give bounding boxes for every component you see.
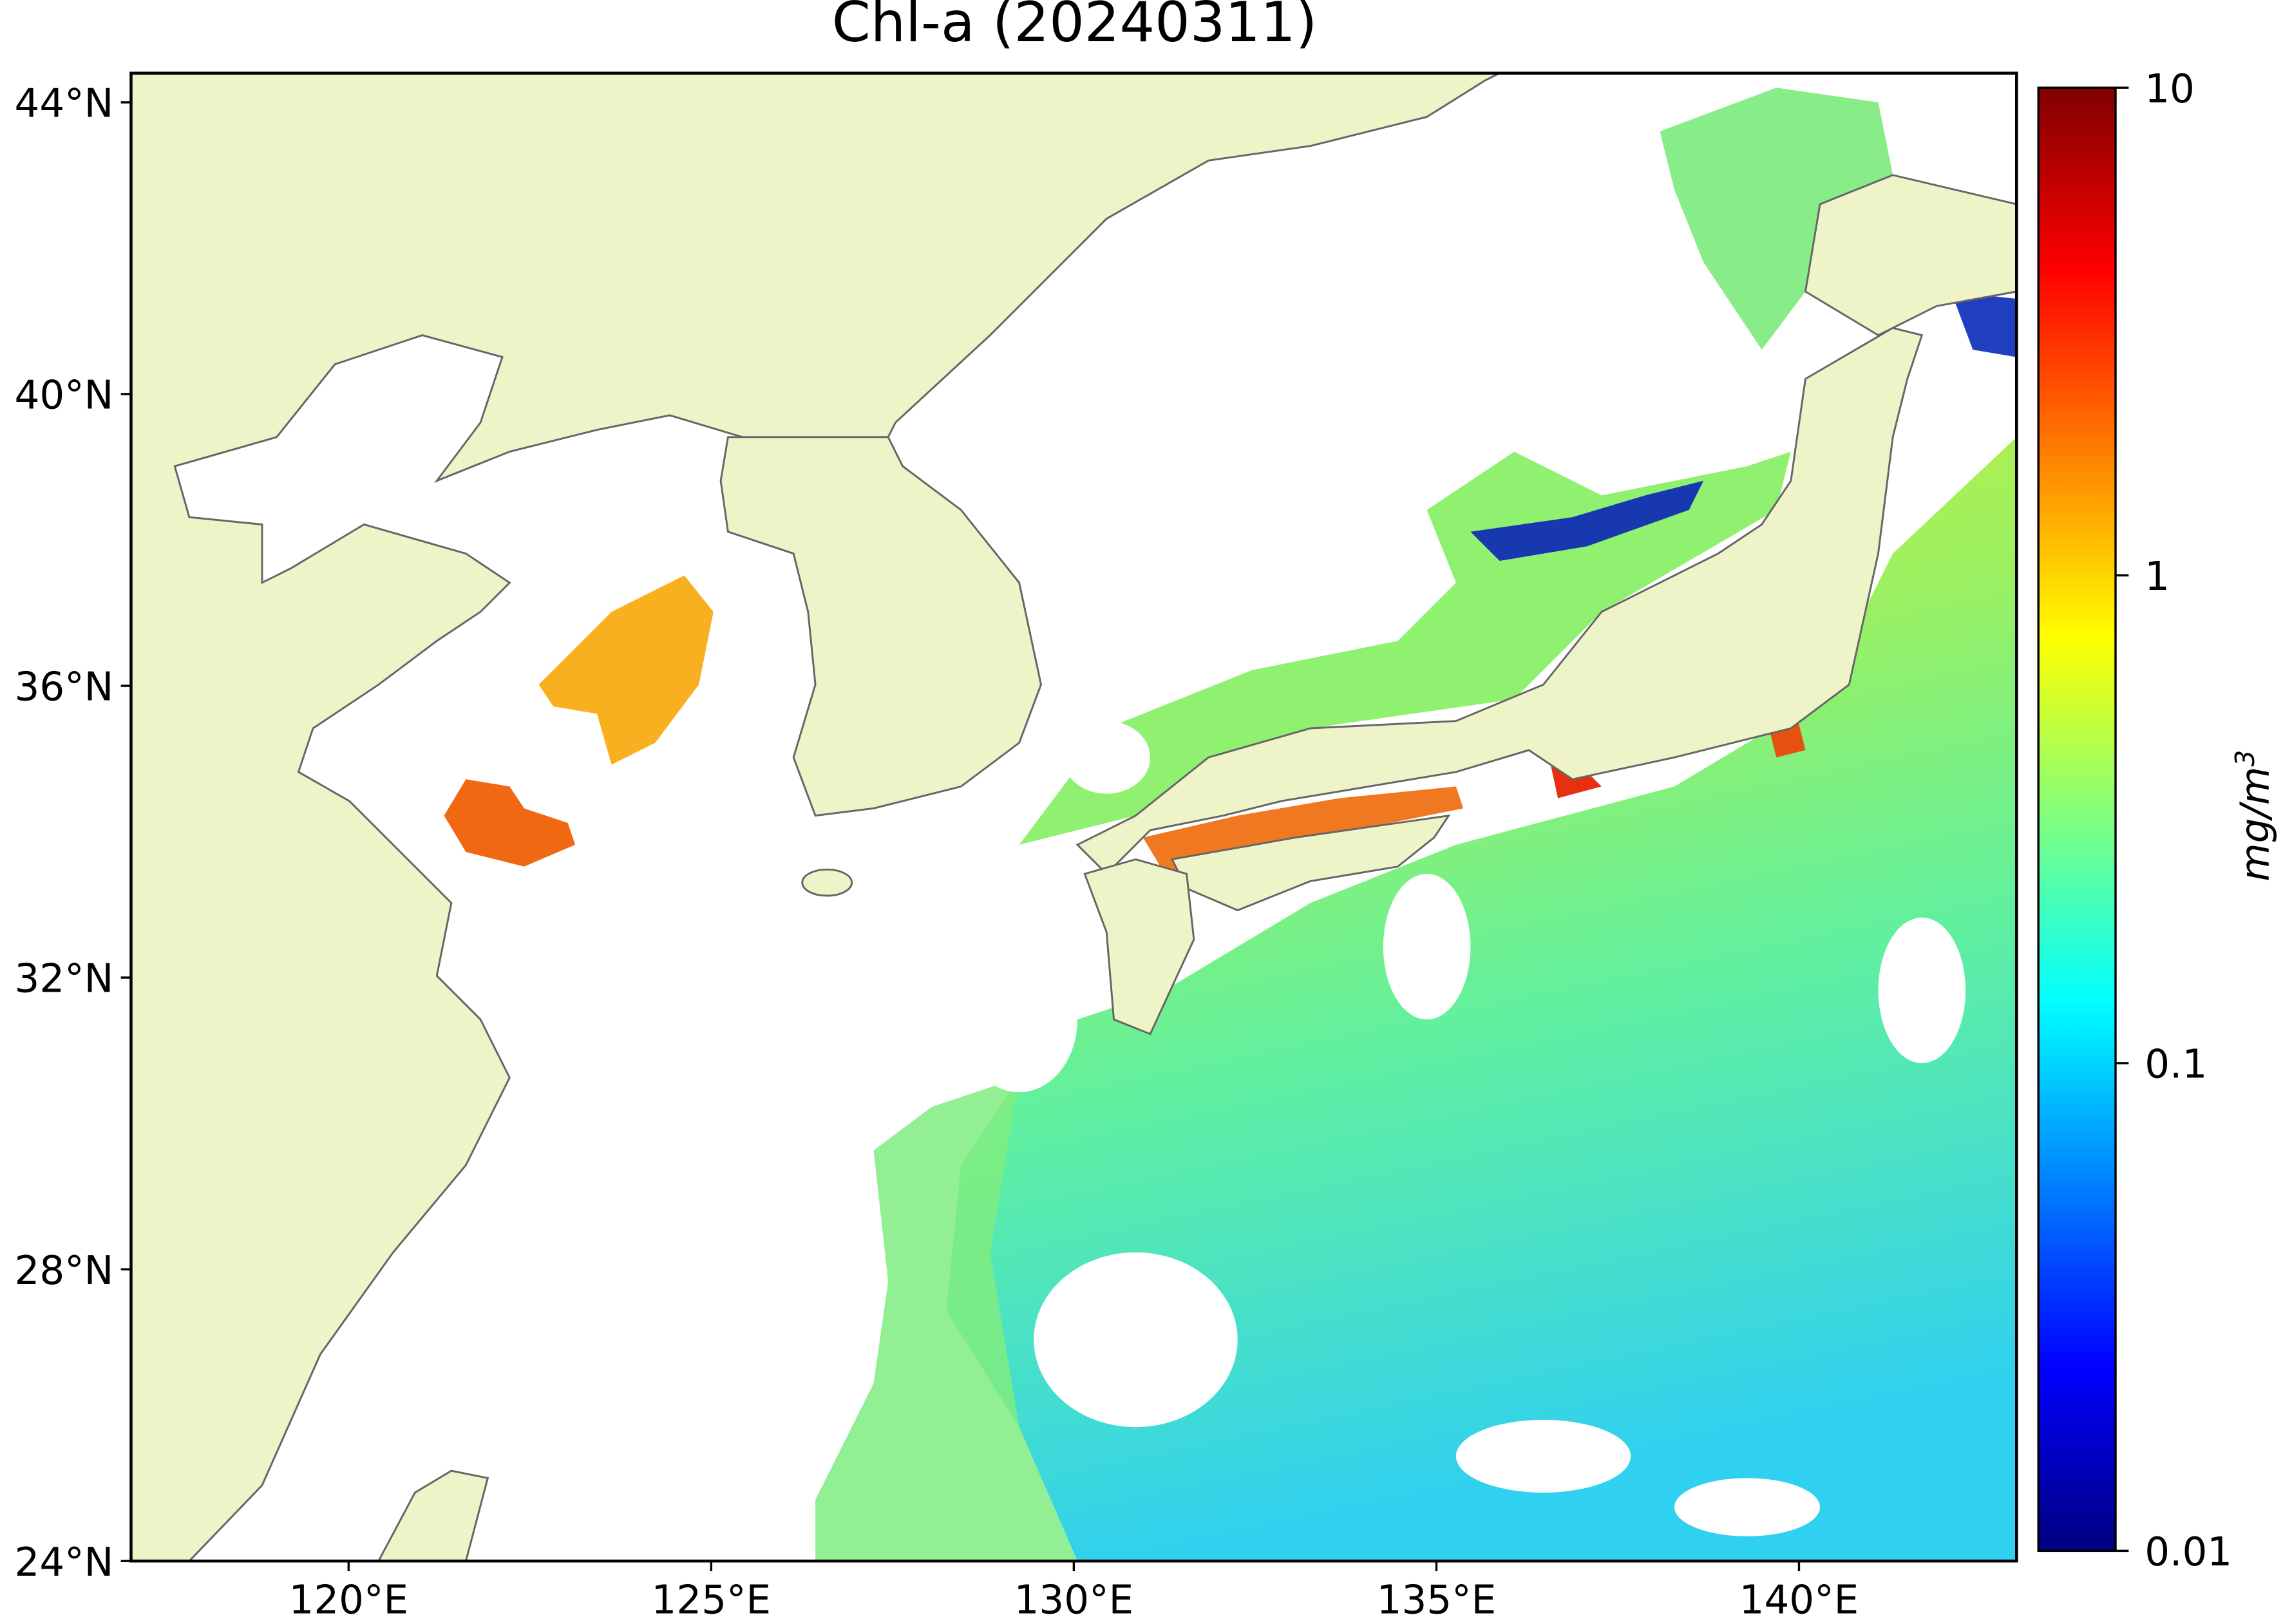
lat-tick-label: 32°N	[15, 956, 114, 1002]
cloud	[1063, 721, 1151, 794]
cloud	[1878, 917, 1966, 1063]
lat-tick-label: 28°N	[15, 1248, 114, 1294]
colorbar-label-text: mg/m	[2232, 766, 2278, 881]
clouds	[961, 721, 1966, 1536]
cloud	[1034, 1252, 1238, 1428]
cloud	[1455, 1419, 1631, 1493]
chl-yellow-sea-2	[444, 779, 576, 867]
colorbar-frame	[2037, 86, 2117, 1553]
title: Chl-a (20240311)	[832, 0, 1318, 55]
chl-east-china-sea	[815, 1077, 1078, 1562]
colorbar-label-sup: 3	[2230, 750, 2260, 767]
lat-tick-label: 36°N	[15, 665, 114, 710]
honshu	[1075, 326, 1924, 876]
chl-pacific	[946, 437, 2017, 1562]
lat-tick-label: 24°N	[15, 1540, 114, 1585]
lon-tick-label: 140°E	[1739, 1578, 1859, 1623]
taiwan	[377, 1469, 489, 1562]
chl-hokkaido-east	[1951, 291, 2017, 357]
jeju	[801, 868, 853, 897]
lat-tick-label: 40°N	[15, 373, 114, 419]
cloud	[961, 947, 1078, 1093]
colorbar-bar	[2038, 88, 2116, 1551]
hokkaido	[1804, 174, 2017, 337]
kyushu	[1083, 858, 1195, 1035]
lon-tick-label: 125°E	[652, 1578, 772, 1623]
korea	[719, 436, 1043, 817]
chl-sea-of-japan	[1019, 451, 1791, 845]
chl-hokkaido	[1660, 88, 1893, 350]
shikoku	[1170, 814, 1451, 912]
chl-low-patch	[1470, 480, 1704, 562]
colorbar-label: mg/m3	[2230, 750, 2278, 882]
map-area	[131, 73, 2017, 1562]
lon-tick-label: 120°E	[289, 1578, 409, 1623]
colorbar-tick-label: 0.01	[2145, 1529, 2232, 1575]
cloud	[1383, 874, 1471, 1020]
colorbar-tick-label: 10	[2145, 66, 2195, 112]
chl-yellow-sea-1	[538, 575, 714, 765]
colorbar-tick-label: 0.1	[2145, 1042, 2207, 1088]
lon-tick-label: 135°E	[1377, 1578, 1497, 1623]
lat-tick-label: 44°N	[15, 81, 114, 127]
lon-tick-label: 130°E	[1014, 1578, 1134, 1623]
cloud	[1674, 1478, 1821, 1536]
colorbar: mg/m3 0.01 0.1 1 10	[2037, 66, 2278, 1575]
colorbar-tick-label: 1	[2145, 554, 2170, 600]
